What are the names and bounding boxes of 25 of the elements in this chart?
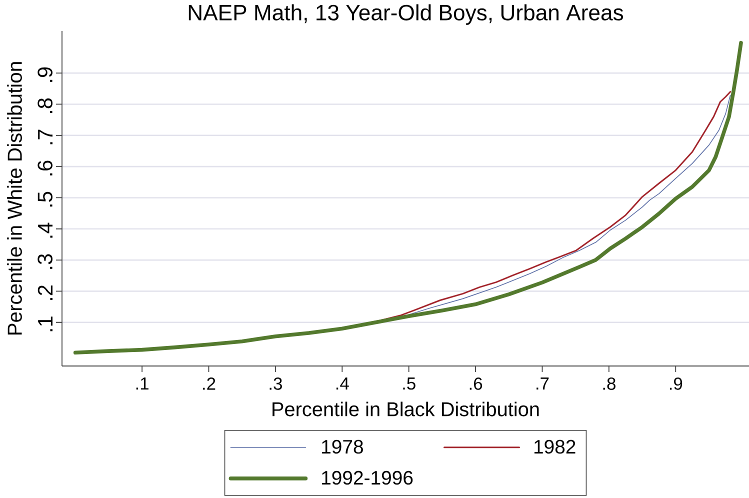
x-tick-label: .1 <box>136 378 148 390</box>
x-axis-title: Percentile in Black Distribution <box>272 402 539 416</box>
legend-label: 1982 <box>534 440 576 454</box>
x-tick-label: .7 <box>536 378 549 390</box>
x-tick-label: .4 <box>336 378 349 390</box>
y-tick-label: .3 <box>38 254 52 269</box>
chart-title: NAEP Math, 13 Year-Old Boys, Urban Areas <box>188 4 624 25</box>
y-tick-label: .1 <box>38 316 52 332</box>
y-tick-label: .6 <box>38 160 52 176</box>
x-tick-label: .5 <box>403 378 416 390</box>
y-tick-label: .4 <box>38 222 52 238</box>
y-axis-title: Percentile in White Distribution <box>7 62 22 335</box>
x-tick-label: .6 <box>470 378 482 390</box>
y-tick-label: .9 <box>38 67 52 82</box>
x-tick-label: .2 <box>203 378 216 390</box>
x-tick-label: .9 <box>670 378 682 390</box>
legend-label: 1978 <box>322 440 363 454</box>
x-tick-label: .3 <box>270 378 282 390</box>
line-series <box>73 40 743 354</box>
y-tick-label: .5 <box>38 192 52 207</box>
y-tick-label: .8 <box>38 98 52 114</box>
y-tick-label: .7 <box>38 130 52 144</box>
x-tick-label: .8 <box>603 378 616 390</box>
y-tick-label: .2 <box>38 286 52 300</box>
legend-label: 1992-1996 <box>322 470 413 485</box>
